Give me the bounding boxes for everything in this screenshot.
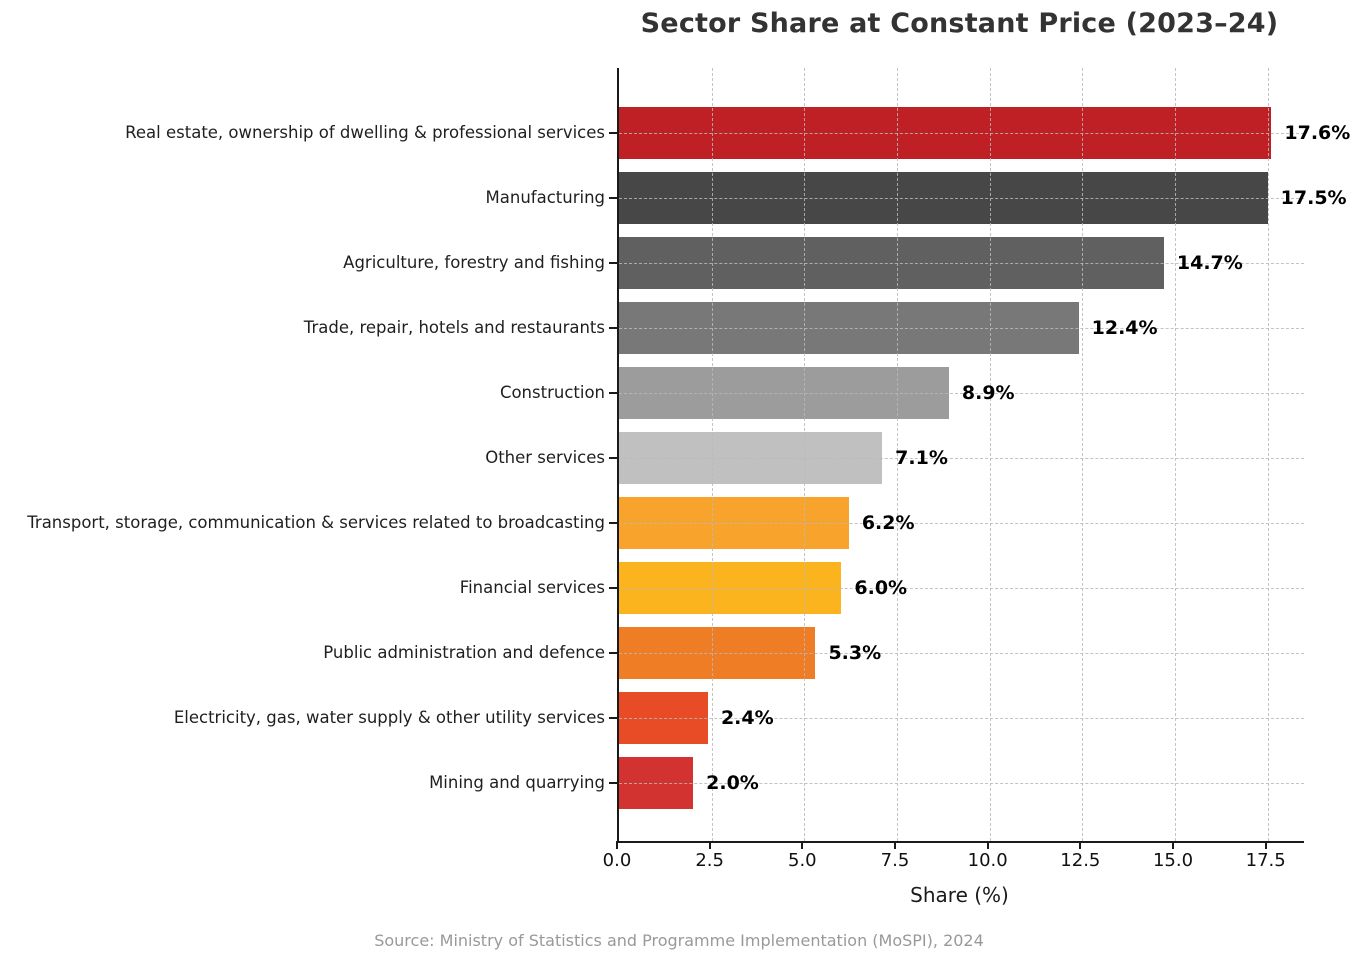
horizontal-gridline — [619, 132, 1304, 134]
y-tick-mark — [609, 261, 617, 264]
y-tick-mark — [609, 131, 617, 134]
vertical-gridline — [711, 68, 713, 841]
bar-value-label: 8.9% — [961, 381, 1015, 404]
category-label: Transport, storage, communication & serv… — [27, 512, 605, 532]
x-tick-label: 12.5 — [1060, 850, 1101, 871]
bar-value-label: 14.7% — [1176, 251, 1243, 274]
category-label: Real estate, ownership of dwelling & pro… — [125, 122, 605, 142]
horizontal-gridline — [619, 587, 1304, 589]
y-tick-mark — [609, 196, 617, 199]
category-label: Construction — [499, 382, 605, 402]
y-tick-mark — [609, 781, 617, 784]
vertical-gridline — [1082, 68, 1084, 841]
y-tick-mark — [609, 521, 617, 524]
category-label: Agriculture, forestry and fishing — [343, 252, 605, 272]
bar-value-label: 5.3% — [828, 641, 882, 664]
plot-area: 17.6% 17.5% 14.7% 12.4% 8.9% 7.1% 6.2% 6.0% 5.3%… — [617, 68, 1350, 843]
vertical-gridline — [1267, 68, 1269, 841]
x-tick-label: 2.5 — [695, 850, 724, 871]
x-tick-mark — [801, 841, 804, 849]
horizontal-gridline — [619, 197, 1304, 199]
y-tick-mark — [609, 651, 617, 654]
bar-value-label: 12.4% — [1091, 316, 1158, 339]
y-tick-mark — [609, 586, 617, 589]
x-tick-label: 7.5 — [880, 850, 910, 871]
vertical-gridline — [804, 68, 806, 841]
x-tick-mark — [894, 841, 896, 849]
horizontal-gridline — [619, 327, 1304, 329]
bar-value-label: 2.4% — [720, 706, 774, 729]
bar-value-label: 17.5% — [1280, 186, 1347, 209]
bar-value-label: 17.6% — [1284, 121, 1351, 144]
x-tick-mark — [1264, 841, 1267, 849]
x-tick-label: 5.0 — [788, 850, 817, 871]
horizontal-gridline — [619, 457, 1304, 459]
y-tick-mark — [609, 456, 617, 459]
bar-value-label: 6.2% — [861, 511, 915, 534]
vertical-gridline — [897, 68, 898, 841]
x-tick-label: 10.0 — [967, 850, 1008, 871]
vertical-gridline — [1175, 68, 1176, 841]
x-tick-label: 17.5 — [1245, 850, 1286, 871]
source-note: Source: Ministry of Statistics and Progr… — [374, 931, 984, 950]
x-tick-label: 0.0 — [602, 850, 632, 871]
y-tick-mark — [609, 326, 617, 329]
y-tick-mark — [609, 716, 617, 719]
x-tick-mark — [986, 841, 989, 849]
horizontal-gridline — [619, 717, 1304, 719]
horizontal-gridline — [619, 652, 1304, 654]
horizontal-gridline — [619, 392, 1304, 394]
category-label: Financial services — [459, 577, 605, 597]
bar-value-label: 2.0% — [706, 771, 759, 794]
bar-value-label: 6.0% — [854, 576, 908, 599]
category-label: Public administration and defence — [323, 642, 605, 662]
x-tick-mark — [1079, 841, 1082, 849]
vertical-gridline — [989, 68, 991, 841]
horizontal-gridline — [619, 522, 1304, 524]
chart-title: Sector Share at Constant Price (2023–24) — [640, 8, 1279, 39]
x-tick-label: 15.0 — [1152, 850, 1194, 871]
category-label: Other services — [485, 447, 605, 467]
x-tick-mark — [708, 841, 711, 849]
category-label: Electricity, gas, water supply & other u… — [173, 707, 605, 727]
category-label: Manufacturing — [485, 187, 605, 207]
category-label: Mining and quarrying — [429, 772, 605, 792]
x-tick-mark — [616, 841, 618, 849]
x-tick-mark — [1172, 841, 1174, 849]
x-axis-title: Share (%) — [910, 883, 1009, 907]
horizontal-gridline — [619, 262, 1304, 264]
bar-value-label: 7.1% — [895, 446, 948, 469]
category-label: Trade, repair, hotels and restaurants — [303, 317, 605, 337]
horizontal-gridline — [619, 782, 1304, 784]
y-tick-mark — [609, 391, 617, 394]
